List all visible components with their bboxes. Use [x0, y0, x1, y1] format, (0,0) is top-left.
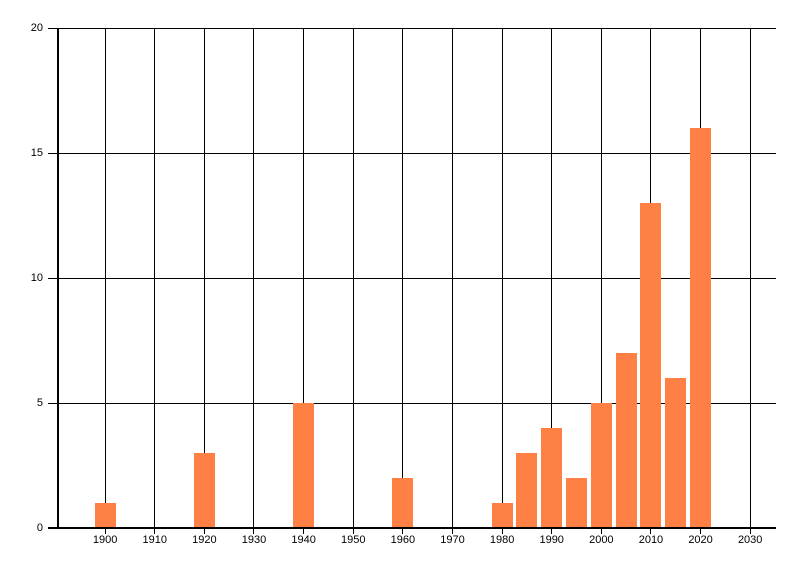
x-tick-label: 1920 — [192, 534, 217, 546]
gridline-x — [352, 28, 354, 534]
gridline-x — [154, 28, 156, 534]
x-tick-label: 1990 — [539, 534, 564, 546]
gridline-x — [253, 28, 255, 534]
x-tick-label: 1980 — [489, 534, 515, 546]
x-tick-label: 2000 — [589, 534, 614, 546]
bar — [392, 478, 413, 527]
gridline-y — [48, 152, 776, 154]
bar — [616, 353, 637, 527]
y-tick-label: 20 — [30, 22, 43, 34]
x-tick-label: 1900 — [92, 534, 118, 546]
gridline-x — [501, 28, 503, 534]
x-tick-label: 1970 — [440, 534, 465, 546]
bar — [690, 128, 711, 527]
y-axis-line — [57, 28, 59, 529]
bar — [492, 503, 513, 527]
x-tick-label: 1950 — [340, 534, 366, 546]
x-tick-label: 1910 — [142, 534, 167, 546]
y-tick-label: 15 — [30, 147, 43, 159]
y-tick-label: 5 — [36, 397, 43, 409]
gridline-x — [203, 28, 205, 534]
gridline-x — [451, 28, 453, 534]
bar — [95, 503, 116, 527]
gridline-x — [600, 28, 602, 534]
x-tick-label: 1940 — [291, 534, 316, 546]
gridline-y — [48, 277, 776, 279]
gridline-x — [551, 28, 553, 534]
gridline-x — [104, 28, 106, 534]
x-tick-label: 2010 — [638, 534, 664, 546]
bar — [640, 203, 661, 527]
x-tick-label: 2030 — [737, 534, 763, 546]
bar — [566, 478, 587, 527]
gridline-y — [48, 402, 776, 404]
gridline-x — [402, 28, 404, 534]
bar — [665, 378, 686, 527]
bar — [541, 428, 562, 527]
x-tick-label: 1960 — [390, 534, 416, 546]
bar — [591, 403, 612, 527]
bar — [194, 453, 215, 527]
x-axis-line — [48, 527, 776, 529]
y-tick-label: 0 — [36, 522, 43, 534]
bar — [293, 403, 314, 527]
gridline-x — [749, 28, 751, 534]
gridline-y — [48, 27, 776, 29]
bar — [516, 453, 537, 527]
x-tick-label: 2020 — [688, 534, 713, 546]
x-tick-label: 1930 — [241, 534, 267, 546]
y-tick-label: 10 — [30, 272, 43, 284]
gridline-x — [303, 28, 305, 534]
